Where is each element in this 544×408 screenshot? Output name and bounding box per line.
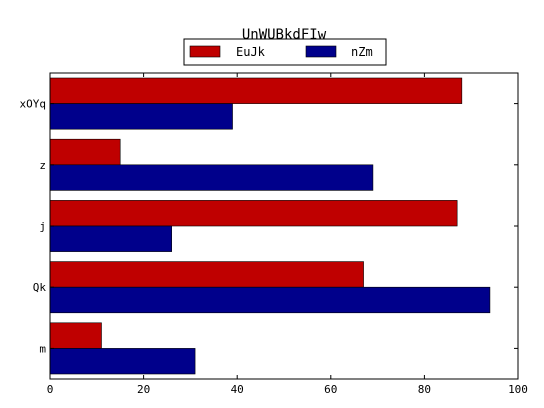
bar-eujk-j [49,200,458,227]
legend-swatch-eujk [189,45,221,58]
y-tick-label-z: z [39,159,46,172]
x-tick-label-0: 0 [47,383,54,396]
y-axis: xOYq z j Qk m [20,98,518,355]
bar-eujk-m [49,322,102,349]
bar-eujk-xoyq [49,77,463,104]
legend-label-eujk: EuJk [236,45,266,59]
x-axis: 0 20 40 60 80 100 [47,73,528,396]
y-tick-label-qk: Qk [33,281,47,294]
bar-nzm-j [49,225,172,252]
legend-label-nzm: nZm [351,45,373,59]
bar-nzm-m [49,348,196,375]
legend-swatch-nzm [305,45,337,58]
bar-nzm-xoyq [49,103,233,130]
bar-eujk-qk [49,261,364,288]
plot-area-frame [49,72,519,380]
y-tick-label-j: j [39,220,46,233]
x-tick-label-80: 80 [418,383,431,396]
bar-nzm-z [49,164,374,191]
y-tick-label-xoyq: xOYq [20,98,47,111]
y-tick-label-m: m [39,342,46,355]
x-tick-label-40: 40 [231,383,244,396]
legend: EuJk nZm [183,38,387,66]
x-tick-label-20: 20 [137,383,150,396]
bars-group [49,77,491,375]
bar-eujk-z [49,138,121,166]
x-tick-label-60: 60 [324,383,337,396]
bar-nzm-qk [49,286,491,314]
x-tick-label-100: 100 [508,383,528,396]
